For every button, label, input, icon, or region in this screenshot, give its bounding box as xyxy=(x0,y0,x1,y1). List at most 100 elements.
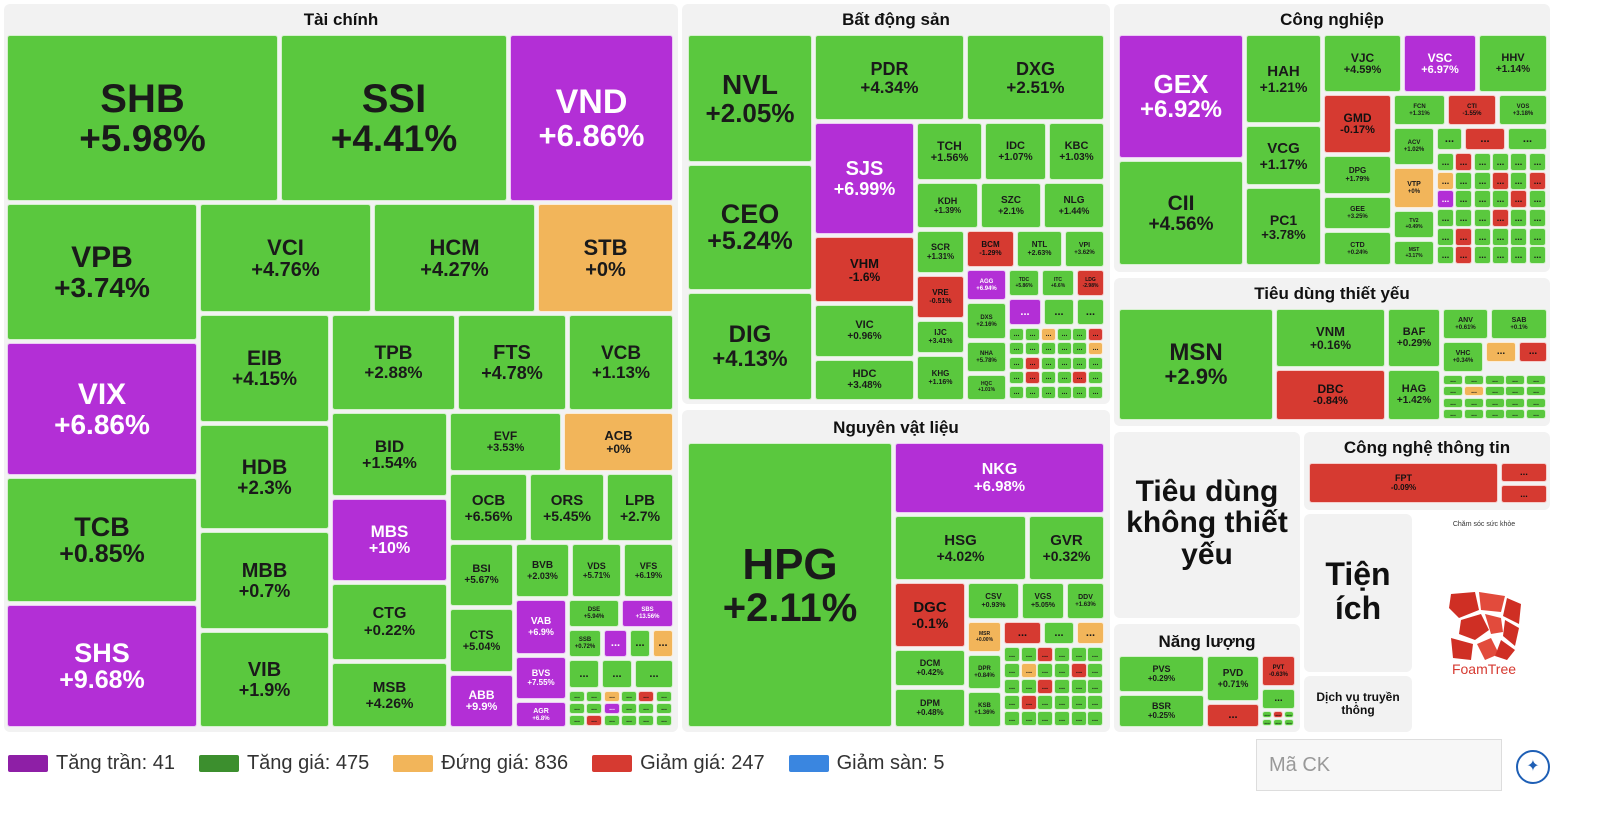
more-stocks-tile[interactable]: ... xyxy=(1262,719,1272,726)
more-stocks-tile[interactable]: ... xyxy=(1037,663,1053,678)
stock-tile[interactable]: ACB +0% xyxy=(564,413,673,471)
more-stocks-tile[interactable]: ... xyxy=(1004,679,1020,694)
stock-tile[interactable]: BID +1.54% xyxy=(332,413,447,496)
more-stocks-tile[interactable]: ... xyxy=(1529,172,1546,190)
stock-tile[interactable]: DXS +2.16% xyxy=(967,303,1006,339)
more-stocks-tile[interactable]: ... xyxy=(1041,371,1056,384)
more-stocks-tile[interactable]: ... xyxy=(604,630,627,657)
more-stocks-tile[interactable]: ... xyxy=(569,691,585,702)
more-stocks-tile[interactable]: ... xyxy=(638,691,654,702)
more-stocks-tile[interactable]: ... xyxy=(1474,246,1491,264)
more-stocks-tile[interactable]: ... xyxy=(1077,299,1104,325)
more-stocks-tile[interactable]: ... xyxy=(1004,622,1041,644)
stock-tile[interactable]: KHG +1.16% xyxy=(917,356,964,400)
stock-tile[interactable]: SBS +13.56% xyxy=(622,600,673,627)
more-stocks-tile[interactable]: ... xyxy=(1505,386,1525,396)
more-stocks-tile[interactable]: ... xyxy=(1037,695,1053,710)
more-stocks-tile[interactable]: ... xyxy=(1485,398,1505,408)
stock-tile[interactable]: SHB +5.98% xyxy=(7,35,278,201)
more-stocks-tile[interactable]: ... xyxy=(621,691,637,702)
more-stocks-tile[interactable]: ... xyxy=(1054,663,1070,678)
more-stocks-tile[interactable]: ... xyxy=(1009,371,1024,384)
more-stocks-tile[interactable]: ... xyxy=(1443,409,1463,419)
more-stocks-tile[interactable]: ... xyxy=(1009,342,1024,355)
more-stocks-tile[interactable]: ... xyxy=(1443,375,1463,385)
more-stocks-tile[interactable]: ... xyxy=(656,715,672,726)
stock-tile[interactable]: VPB +3.74% xyxy=(7,204,197,340)
stock-tile[interactable]: GVR +0.32% xyxy=(1029,516,1104,580)
more-stocks-tile[interactable]: ... xyxy=(1004,711,1020,726)
stock-tile[interactable]: VJC +4.59% xyxy=(1324,35,1401,92)
more-stocks-tile[interactable]: ... xyxy=(604,703,620,714)
stock-tile[interactable]: VNM +0.16% xyxy=(1276,309,1385,367)
stock-tile[interactable]: SJS +6.99% xyxy=(815,123,914,234)
more-stocks-tile[interactable]: ... xyxy=(1057,371,1072,384)
legend-ceiling[interactable]: Tăng trần: 41 xyxy=(8,752,175,775)
more-stocks-tile[interactable]: ... xyxy=(635,660,673,688)
more-stocks-tile[interactable]: ... xyxy=(638,715,654,726)
legend-flat[interactable]: Đứng giá: 836 xyxy=(393,752,568,775)
more-stocks-tile[interactable]: ... xyxy=(1510,228,1527,246)
more-stocks-tile[interactable]: ... xyxy=(1437,209,1454,227)
stock-tile[interactable]: VHC +0.34% xyxy=(1443,342,1483,372)
more-stocks-tile[interactable]: ... xyxy=(1057,386,1072,399)
stock-tile[interactable]: VCB +1.13% xyxy=(569,315,673,410)
stock-tile[interactable]: SHS +9.68% xyxy=(7,605,197,727)
legend-floor[interactable]: Giảm sàn: 5 xyxy=(788,752,944,775)
stock-tile[interactable]: VCI +4.76% xyxy=(200,204,371,312)
stock-tile[interactable]: MSR +0.00% xyxy=(968,622,1001,652)
more-stocks-tile[interactable]: ... xyxy=(1284,719,1294,726)
more-stocks-tile[interactable]: ... xyxy=(1464,409,1484,419)
stock-tile[interactable]: VGS +5.05% xyxy=(1022,583,1064,619)
stock-tile[interactable]: DDV +1.63% xyxy=(1067,583,1104,619)
more-stocks-tile[interactable]: ... xyxy=(1526,409,1546,419)
more-stocks-tile[interactable]: ... xyxy=(1485,409,1505,419)
more-stocks-tile[interactable]: ... xyxy=(1492,153,1509,171)
stock-tile[interactable]: GEX +6.92% xyxy=(1119,35,1243,158)
more-stocks-tile[interactable]: ... xyxy=(1044,299,1074,325)
stock-tile[interactable]: DCM +0.42% xyxy=(895,650,965,686)
stock-tile[interactable]: EVF +3.53% xyxy=(450,413,561,471)
stock-tile[interactable]: GMD -0.17% xyxy=(1324,95,1391,153)
more-stocks-tile[interactable]: ... xyxy=(1009,357,1024,370)
stock-tile[interactable]: VTP +0% xyxy=(1394,168,1434,208)
stock-tile[interactable]: GEE +3.25% xyxy=(1324,197,1391,229)
stock-tile[interactable]: PC1 +3.78% xyxy=(1246,188,1321,265)
more-stocks-tile[interactable]: ... xyxy=(1004,647,1020,662)
more-stocks-tile[interactable]: ... xyxy=(1437,153,1454,171)
more-stocks-tile[interactable]: ... xyxy=(586,691,602,702)
more-stocks-tile[interactable]: ... xyxy=(1088,357,1103,370)
more-stocks-tile[interactable]: ... xyxy=(1492,228,1509,246)
more-stocks-tile[interactable]: ... xyxy=(1021,695,1037,710)
more-stocks-tile[interactable]: ... xyxy=(1492,172,1509,190)
chat-bot-icon[interactable]: ✦ xyxy=(1516,750,1550,784)
more-stocks-tile[interactable]: ... xyxy=(1529,153,1546,171)
stock-tile[interactable]: KSB +1.36% xyxy=(968,692,1001,727)
stock-tile[interactable]: MSN +2.9% xyxy=(1119,309,1273,420)
more-stocks-tile[interactable]: ... xyxy=(1455,172,1472,190)
stock-tile[interactable]: TV2 +0.49% xyxy=(1394,211,1434,238)
stock-tile[interactable]: PVS +0.29% xyxy=(1119,656,1204,692)
more-stocks-tile[interactable]: ... xyxy=(1262,711,1272,718)
stock-tile[interactable]: VSC +6.97% xyxy=(1404,35,1476,92)
stock-tile[interactable]: BAF +0.29% xyxy=(1388,309,1440,367)
stock-tile[interactable]: VIC +0.96% xyxy=(815,305,914,357)
more-stocks-tile[interactable]: ... xyxy=(1021,647,1037,662)
more-stocks-tile[interactable]: ... xyxy=(1510,246,1527,264)
more-stocks-tile[interactable]: ... xyxy=(1455,153,1472,171)
more-stocks-tile[interactable]: ... xyxy=(1071,695,1087,710)
sector-panel[interactable] xyxy=(1304,514,1412,672)
more-stocks-tile[interactable]: ... xyxy=(1025,386,1040,399)
stock-tile[interactable]: HAG +1.42% xyxy=(1388,370,1440,420)
more-stocks-tile[interactable]: ... xyxy=(1041,328,1056,341)
more-stocks-tile[interactable]: ... xyxy=(656,691,672,702)
stock-tile[interactable]: ACV +1.02% xyxy=(1394,128,1434,165)
more-stocks-tile[interactable]: ... xyxy=(1485,386,1505,396)
stock-tile[interactable]: VIX +6.86% xyxy=(7,343,197,475)
more-stocks-tile[interactable]: ... xyxy=(1492,209,1509,227)
more-stocks-tile[interactable]: ... xyxy=(1041,357,1056,370)
stock-tile[interactable]: LDG -2.98% xyxy=(1077,270,1104,296)
stock-tile[interactable]: DPG +1.79% xyxy=(1324,156,1391,194)
more-stocks-tile[interactable]: ... xyxy=(1437,190,1454,208)
more-stocks-tile[interactable]: ... xyxy=(1455,246,1472,264)
